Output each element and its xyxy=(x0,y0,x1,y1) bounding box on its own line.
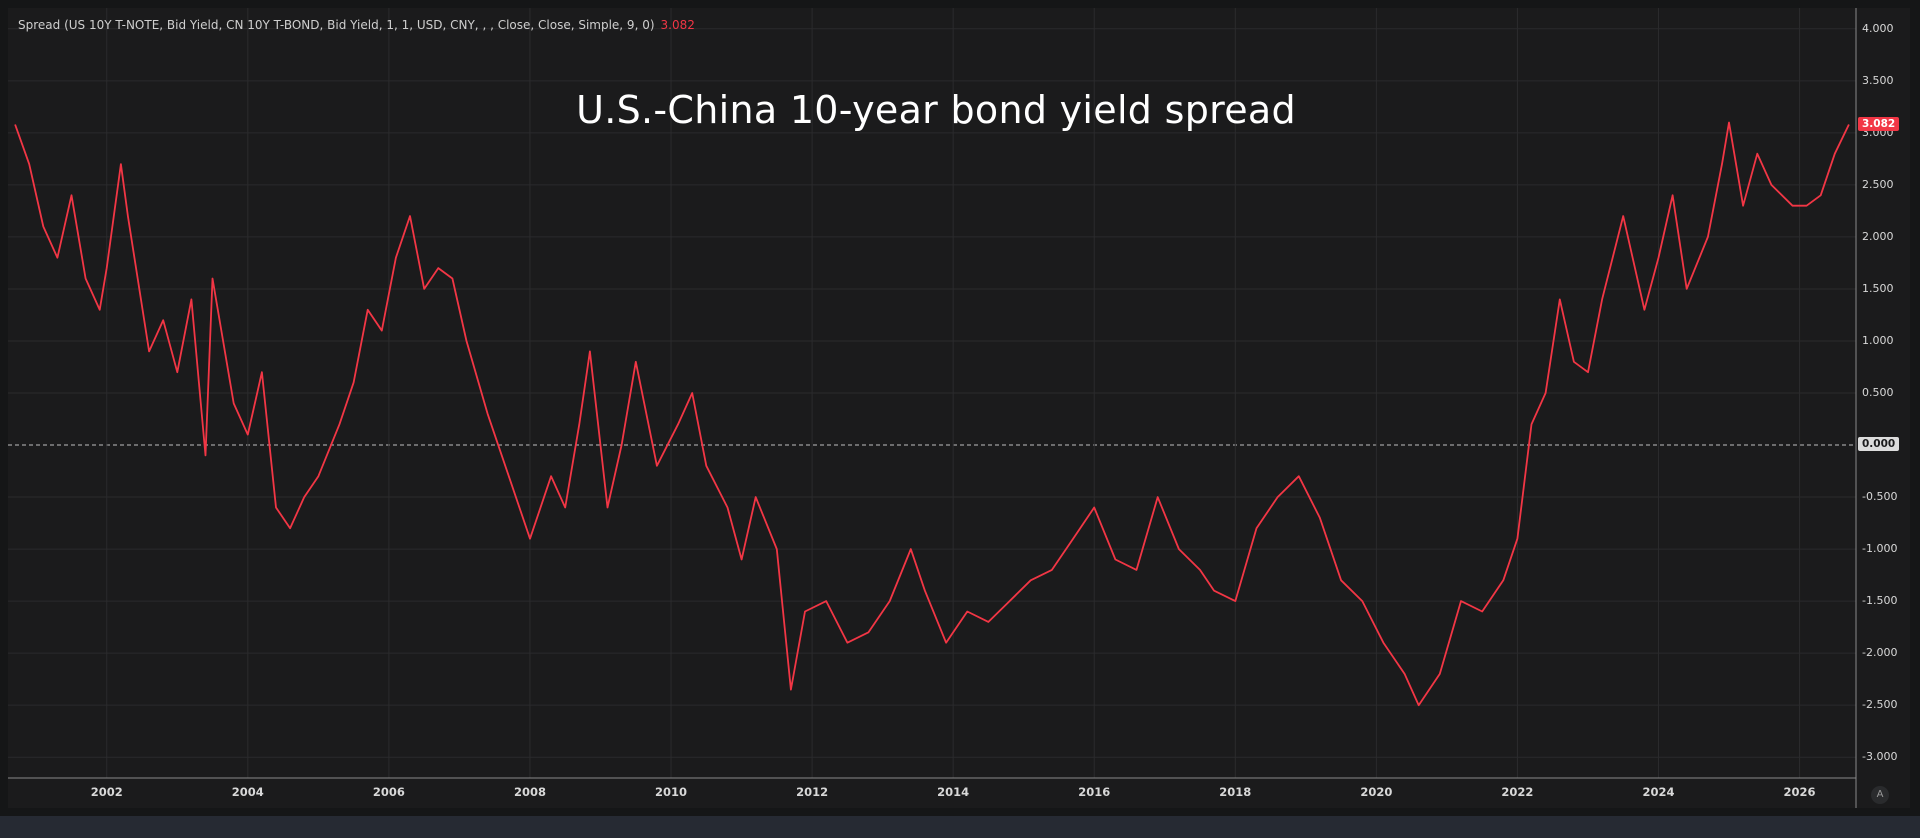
x-tick-label: 2024 xyxy=(1642,785,1675,799)
y-tick-label: -3.000 xyxy=(1862,750,1898,764)
y-tick-label: -2.500 xyxy=(1862,698,1898,712)
y-tick-label: 1.000 xyxy=(1862,333,1894,347)
y-tick-label: -2.000 xyxy=(1862,646,1898,660)
x-tick-label: 2012 xyxy=(796,785,829,799)
study-label: Spread (US 10Y T-NOTE, Bid Yield, CN 10Y… xyxy=(18,18,655,32)
x-tick-label: 2016 xyxy=(1078,785,1111,799)
y-tick-label: -1.000 xyxy=(1862,542,1898,556)
y-tick-label: 2.000 xyxy=(1862,229,1894,243)
zero-line-badge: 0.000 xyxy=(1858,437,1900,452)
chart-frame xyxy=(8,8,1910,808)
bottom-toolbar-strip xyxy=(0,816,1920,838)
x-tick-label: 2004 xyxy=(231,785,264,799)
y-tick-label: 1.500 xyxy=(1862,281,1894,295)
x-tick-label: 2026 xyxy=(1783,785,1816,799)
x-tick-label: 2010 xyxy=(655,785,688,799)
x-tick-label: 2020 xyxy=(1360,785,1393,799)
y-tick-label: 4.000 xyxy=(1862,21,1894,35)
auto-scale-button[interactable]: A xyxy=(1871,786,1889,804)
x-tick-label: 2014 xyxy=(937,785,970,799)
axis-lines xyxy=(8,8,1857,808)
spread-series-line xyxy=(14,121,1850,707)
grid-lines xyxy=(8,8,1856,778)
study-legend[interactable]: Spread (US 10Y T-NOTE, Bid Yield, CN 10Y… xyxy=(18,18,695,32)
x-tick-label: 2008 xyxy=(513,785,546,799)
chart-title: U.S.-China 10-year bond yield spread xyxy=(576,88,1296,132)
y-tick-label: 0.500 xyxy=(1862,386,1894,399)
study-last-value: 3.082 xyxy=(660,18,695,32)
series-layer xyxy=(14,121,1850,707)
last-value-badge: 3.082 xyxy=(1858,116,1900,131)
y-tick-label: 3.500 xyxy=(1862,73,1894,87)
y-tick-label: -1.500 xyxy=(1862,594,1898,608)
y-tick-label: -0.500 xyxy=(1862,490,1898,504)
x-tick-label: 2002 xyxy=(90,785,123,799)
x-tick-label: 2006 xyxy=(372,785,405,799)
x-tick-label: 2018 xyxy=(1219,785,1252,799)
y-tick-label: 2.500 xyxy=(1862,177,1894,191)
x-tick-label: 2022 xyxy=(1501,785,1534,799)
